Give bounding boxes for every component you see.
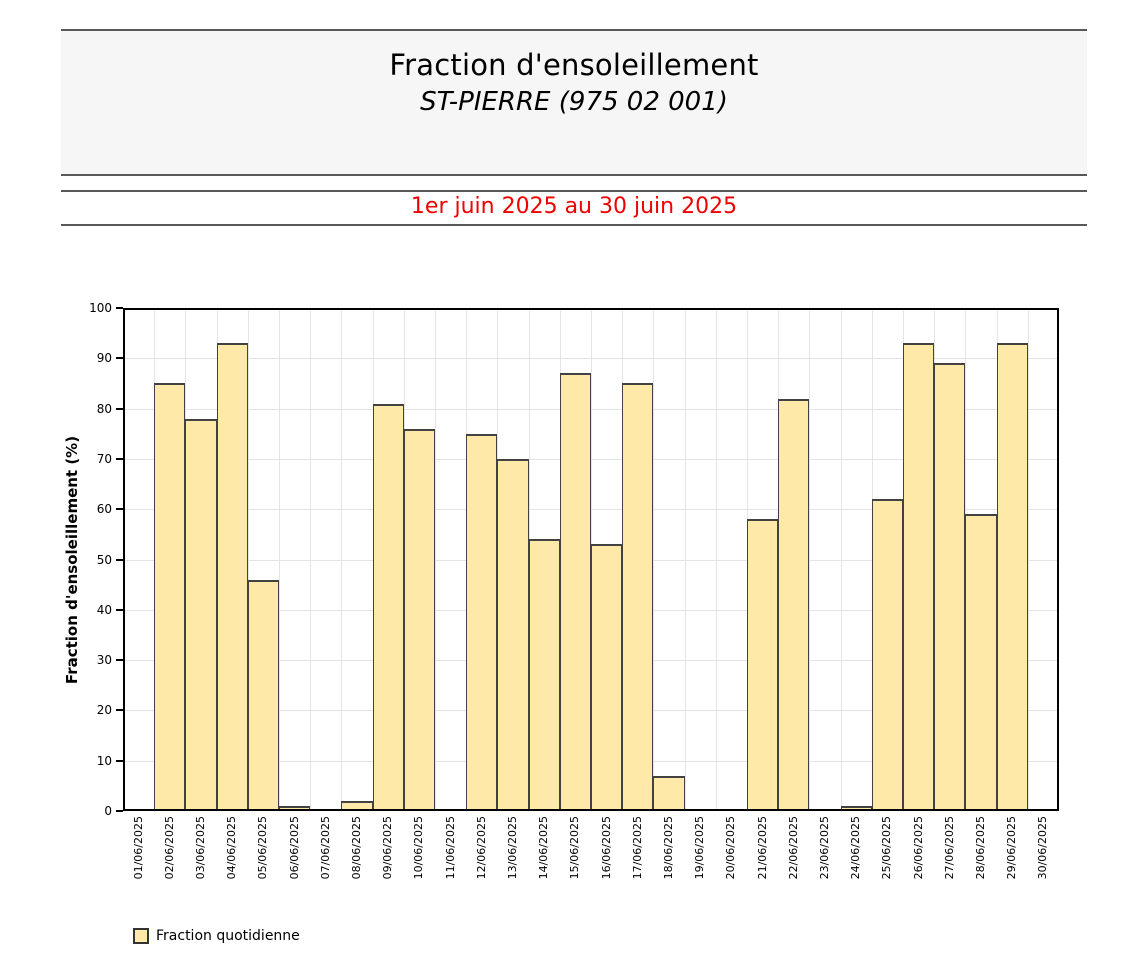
station-subtitle: ST-PIERRE (975 02 001): [420, 87, 728, 117]
bar: [559, 373, 591, 809]
x-tick-label: 10/06/2025: [412, 816, 426, 880]
x-tick-label: 24/06/2025: [849, 816, 863, 880]
v-gridline: [715, 310, 717, 809]
x-tick-label: 19/06/2025: [693, 816, 707, 880]
y-tick-mark: [116, 659, 123, 662]
v-gridline: [341, 310, 343, 809]
v-gridline: [653, 310, 655, 809]
x-tick-label: 14/06/2025: [537, 816, 551, 880]
y-tick-mark: [116, 709, 123, 712]
bar: [216, 343, 248, 809]
y-tick-mark: [116, 608, 123, 611]
bar: [934, 363, 966, 809]
y-tick-label: 70: [96, 451, 112, 466]
bar: [871, 499, 903, 809]
y-tick-mark: [116, 307, 123, 309]
y-tick-label: 0: [104, 804, 112, 818]
x-tick-label: 09/06/2025: [381, 816, 395, 880]
bar: [528, 539, 560, 809]
bar: [247, 580, 279, 809]
x-tick-label: 29/06/2025: [1005, 816, 1019, 880]
y-tick-mark: [116, 759, 123, 762]
x-tick-label: 05/06/2025: [256, 816, 270, 880]
bar: [497, 459, 529, 809]
v-gridline: [1027, 310, 1029, 809]
page-title: Fraction d'ensoleillement: [389, 48, 759, 82]
bar: [403, 429, 435, 809]
bar: [466, 434, 498, 809]
v-gridline: [279, 310, 280, 809]
y-tick-label: 40: [96, 602, 112, 617]
bar: [279, 806, 311, 809]
y-tick-label: 20: [96, 703, 112, 718]
bar: [840, 806, 872, 809]
x-tick-label: 13/06/2025: [506, 816, 519, 880]
x-tick-label: 30/06/2025: [1036, 816, 1050, 880]
bar: [747, 519, 779, 809]
x-tick-label: 12/06/2025: [474, 816, 488, 880]
legend-swatch-icon: [133, 928, 149, 944]
v-gridline: [310, 310, 312, 809]
y-tick-mark: [116, 457, 123, 460]
divider-line: [61, 224, 1087, 226]
bar: [622, 383, 654, 809]
x-tick-label: 27/06/2025: [942, 816, 956, 880]
y-tick-mark: [116, 407, 123, 410]
v-gridline: [809, 310, 811, 809]
x-tick-label: 04/06/2025: [225, 816, 239, 880]
x-tick-label: 20/06/2025: [724, 816, 738, 880]
x-tick-label: 18/06/2025: [662, 816, 675, 880]
x-tick-label: 25/06/2025: [880, 816, 894, 880]
legend-label: Fraction quotidienne: [156, 928, 300, 944]
x-tick-label: 28/06/2025: [974, 816, 987, 880]
y-tick-label: 10: [96, 753, 112, 768]
bar: [341, 801, 373, 809]
x-tick-label: 21/06/2025: [755, 816, 769, 880]
x-tick-label: 02/06/2025: [162, 816, 176, 880]
x-tick-label: 07/06/2025: [318, 816, 332, 880]
x-tick-label: 26/06/2025: [911, 816, 925, 880]
y-tick-mark: [116, 810, 123, 812]
bar: [996, 343, 1028, 809]
y-tick-label: 60: [96, 502, 112, 517]
divider-line: [61, 190, 1087, 192]
v-gridline: [684, 310, 686, 809]
x-tick-label: 15/06/2025: [568, 816, 582, 880]
bar: [154, 383, 186, 809]
x-tick-label: 16/06/2025: [599, 816, 613, 880]
x-tick-label: 23/06/2025: [818, 816, 831, 880]
bar: [903, 343, 935, 809]
y-tick-mark: [116, 357, 123, 360]
bar: [653, 776, 685, 809]
y-tick-mark: [116, 558, 123, 561]
y-tick-label: 30: [96, 653, 112, 668]
x-tick-label: 06/06/2025: [287, 816, 301, 880]
period-label: 1er juin 2025 au 30 juin 2025: [410, 194, 738, 219]
v-gridline: [435, 310, 436, 809]
bar: [372, 404, 404, 809]
y-tick-label: 100: [89, 301, 112, 315]
y-tick-mark: [116, 508, 123, 511]
bar: [965, 514, 997, 809]
y-tick-label: 50: [96, 552, 112, 567]
x-tick-label: 11/06/2025: [443, 816, 457, 880]
v-gridline: [840, 310, 842, 809]
x-tick-label: 17/06/2025: [630, 816, 644, 880]
bar: [185, 419, 217, 809]
x-tick-label: 01/06/2025: [131, 816, 145, 880]
x-tick-label: 22/06/2025: [786, 816, 800, 880]
legend: Fraction quotidienne: [133, 928, 300, 944]
y-tick-label: 90: [96, 351, 112, 366]
y-tick-label: 80: [96, 401, 112, 416]
bar: [778, 399, 810, 809]
bar: [591, 544, 623, 809]
v-gridline: [247, 310, 249, 809]
x-tick-label: 08/06/2025: [350, 816, 363, 880]
x-tick-label: 03/06/2025: [194, 816, 207, 880]
header-band: Fraction d'ensoleillement ST-PIERRE (975…: [61, 29, 1087, 176]
